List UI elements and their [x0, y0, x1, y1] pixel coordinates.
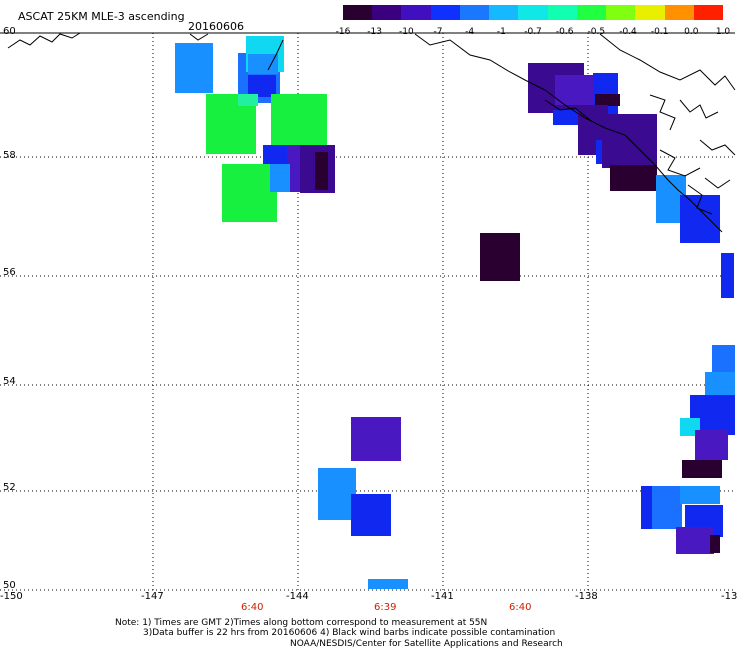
note-line-3: NOAA/NESDIS/Center for Satellite Applica…	[290, 639, 563, 649]
data-cell	[610, 165, 657, 191]
coastline-fjord	[687, 184, 713, 215]
colorbar-tick-label: -10	[398, 27, 414, 37]
colorbar-tick-label: -0.4	[619, 27, 637, 37]
coastline-fjord	[679, 99, 719, 119]
colorbar-tick-label: 0.0	[684, 27, 699, 37]
lon-label-138: -138	[575, 591, 598, 602]
data-cell	[315, 152, 328, 190]
colorbar-segment	[343, 5, 373, 20]
data-cell	[368, 579, 408, 589]
data-cell	[676, 527, 714, 554]
colorbar-tick-label: 1.0	[715, 27, 731, 37]
data-cell	[248, 75, 276, 97]
data-cell	[351, 494, 391, 536]
data-cell	[480, 233, 520, 281]
lon-label-141: -141	[431, 591, 454, 602]
data-cell	[238, 94, 258, 106]
colorbar-segment	[401, 5, 431, 20]
colorbar-tick-label: -0.1	[650, 27, 669, 37]
lat-label-54: 54	[3, 376, 16, 387]
colorbar	[343, 5, 724, 20]
lat-label-60: 60	[3, 26, 16, 37]
data-cell	[682, 460, 722, 478]
colorbar-segment	[518, 5, 548, 20]
data-cell	[222, 164, 277, 222]
map-date: 20160606	[188, 20, 244, 33]
colorbar-tick-label: -0.6	[555, 27, 574, 37]
coastline-fjord	[659, 149, 701, 177]
coastline-fjord	[704, 177, 731, 189]
lon-label-150: -150	[0, 591, 23, 602]
lat-label-50: 50	[3, 580, 16, 591]
data-cell	[248, 54, 278, 74]
colorbar-tick-label: -16	[335, 27, 351, 37]
data-cell	[680, 486, 720, 504]
lon-label-147: -147	[141, 591, 164, 602]
colorbar-segment	[489, 5, 519, 20]
lat-label-52: 52	[3, 482, 16, 493]
lat-label-56: 56	[3, 267, 16, 278]
coastline-fjord	[649, 94, 676, 131]
data-cell	[553, 110, 583, 125]
colorbar-segment	[430, 5, 460, 20]
data-cell	[175, 43, 213, 93]
coastline-kodiak	[189, 33, 209, 41]
note-line-2: 3)Data buffer is 22 hrs from 20160606 4)…	[143, 628, 556, 638]
colorbar-tick-label: -7	[433, 27, 443, 37]
coastline-fjord	[544, 99, 591, 121]
coastline-southeast-alaska	[599, 33, 736, 91]
colorbar-tick-label: -1	[496, 27, 506, 37]
colorbar-segment	[547, 5, 577, 20]
map-title: ASCAT 25KM MLE-3 ascending	[18, 10, 185, 23]
data-cell	[680, 195, 720, 243]
data-cell	[602, 114, 657, 168]
colorbar-segment	[693, 5, 724, 20]
colorbar-tick-label: -0.5	[587, 27, 606, 37]
colorbar-tick-label: -0.7	[524, 27, 542, 37]
data-cell	[721, 253, 734, 298]
colorbar-segment	[459, 5, 490, 20]
coastline-alaska-west	[7, 32, 81, 49]
lon-label-135: -13	[721, 591, 738, 602]
data-cell	[271, 94, 327, 154]
time-label-1: 6:40	[241, 602, 264, 613]
coastline-alaska-gulf	[414, 33, 723, 233]
colorbar-tick-label: -4	[465, 27, 475, 37]
colorbar-segment	[372, 5, 402, 20]
data-cell	[695, 430, 728, 460]
colorbar-segment	[606, 5, 636, 20]
note-line-1: Note: 1) Times are GMT 2)Times along bot…	[115, 618, 488, 628]
time-label-2: 6:39	[374, 602, 397, 613]
data-cell	[318, 468, 356, 520]
colorbar-segment	[576, 5, 607, 20]
data-cell	[595, 94, 620, 106]
data-cell	[710, 535, 720, 553]
lat-label-58: 58	[3, 150, 16, 161]
coastline-fjord	[699, 139, 736, 156]
colorbar-segment	[635, 5, 665, 20]
data-cell	[555, 75, 595, 105]
colorbar-segment	[664, 5, 694, 20]
coastline-kenai	[267, 39, 284, 71]
colorbar-tick-label: -13	[367, 27, 383, 37]
data-cell	[270, 164, 290, 192]
data-cell	[351, 417, 401, 461]
lon-label-144: -144	[286, 591, 309, 602]
time-label-3: 6:40	[509, 602, 532, 613]
data-cell	[652, 486, 682, 529]
